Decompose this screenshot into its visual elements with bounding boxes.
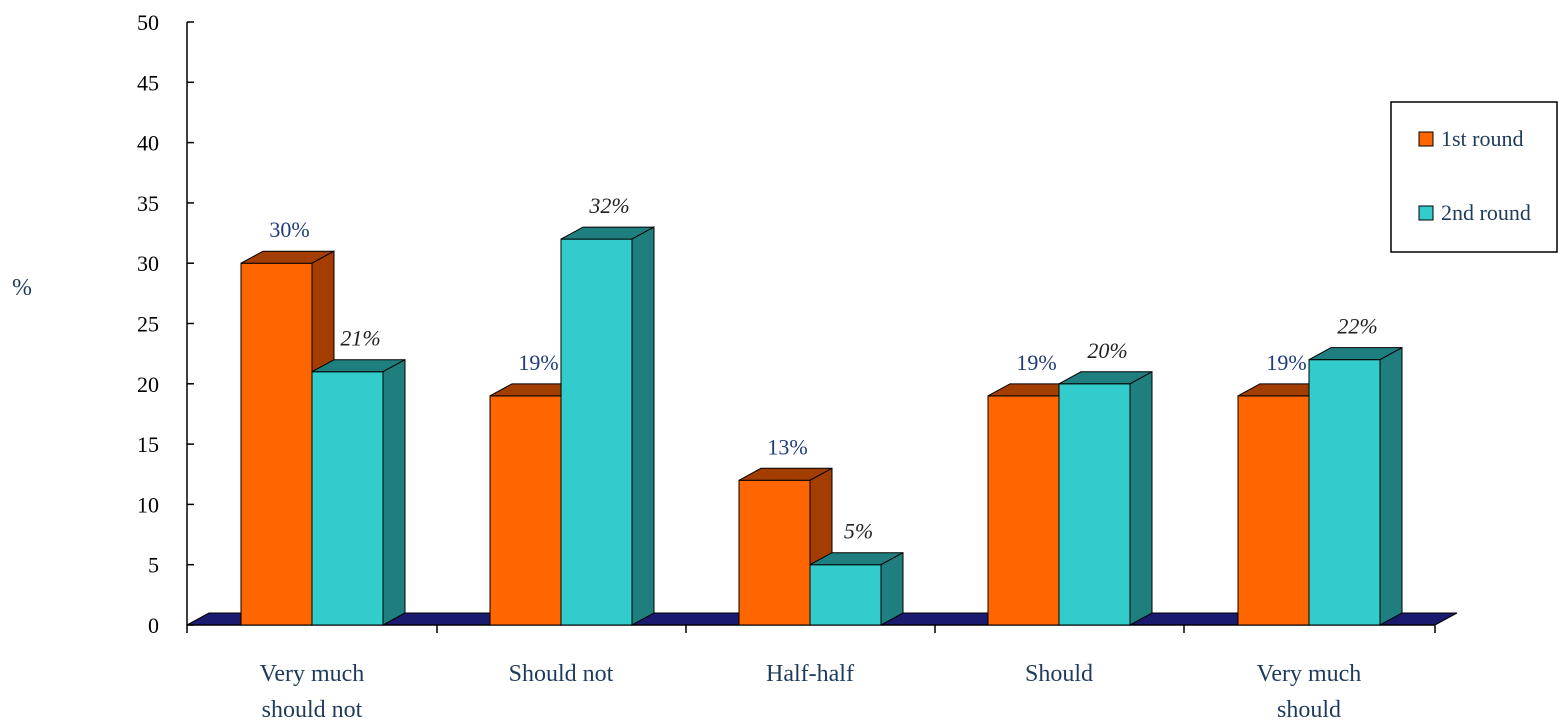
data-label: 19% <box>1266 350 1306 375</box>
data-label: 21% <box>340 326 380 351</box>
data-label: 13% <box>767 434 807 459</box>
bar-2-1 <box>311 358 406 626</box>
bar-2-3 <box>809 551 904 626</box>
bar-front <box>489 395 562 626</box>
legend-swatch <box>1418 205 1434 221</box>
y-tick-label: 45 <box>137 70 159 95</box>
y-tick-label: 10 <box>137 492 159 517</box>
bar-side <box>382 358 406 626</box>
bar-2-5 <box>1308 346 1403 626</box>
bar-front <box>1058 383 1131 626</box>
bar-front <box>1237 395 1310 626</box>
y-tick-label: 30 <box>137 251 159 276</box>
bar-side <box>1129 370 1153 626</box>
data-label: 30% <box>269 217 309 242</box>
bar-side <box>631 226 655 626</box>
bar-front <box>560 238 633 626</box>
y-tick-label: 35 <box>137 191 159 216</box>
bar-front <box>987 395 1060 626</box>
y-tick-label: 25 <box>137 312 159 337</box>
bar-front <box>311 371 384 626</box>
x-category-label: Should not <box>509 661 614 687</box>
x-category-label: Should <box>1025 661 1093 687</box>
bar-front <box>240 262 313 626</box>
x-category-label: Half-half <box>766 661 854 687</box>
y-tick-label: 0 <box>148 613 159 638</box>
y-tick-label: 15 <box>137 432 159 457</box>
legend-box <box>1390 101 1558 253</box>
data-label: 19% <box>518 350 558 375</box>
legend: 1st round 2nd round <box>1390 101 1558 253</box>
data-label: 22% <box>1337 314 1377 339</box>
data-label: 5% <box>844 519 873 544</box>
bar-front <box>738 479 811 626</box>
y-tick-label: 20 <box>137 372 159 397</box>
y-tick-label: 50 <box>137 10 159 35</box>
legend-label: 1st round <box>1441 126 1524 151</box>
data-label: 20% <box>1087 338 1127 363</box>
bar-2-2 <box>560 226 655 626</box>
bar-side <box>880 551 904 626</box>
y-tick-label: 5 <box>148 553 159 578</box>
y-axis-label: % <box>12 275 32 301</box>
data-label: 32% <box>588 193 629 218</box>
x-category-label: Very much should not <box>260 661 365 721</box>
x-category-label: Very much should <box>1257 661 1362 721</box>
bar-side <box>1379 346 1403 626</box>
bar-front <box>809 564 882 626</box>
legend-swatch <box>1418 131 1434 147</box>
bar-2-4 <box>1058 370 1153 626</box>
y-tick-label: 40 <box>137 131 159 156</box>
data-label: 19% <box>1016 350 1056 375</box>
bar-front <box>1308 359 1381 626</box>
legend-label: 2nd round <box>1441 200 1531 225</box>
